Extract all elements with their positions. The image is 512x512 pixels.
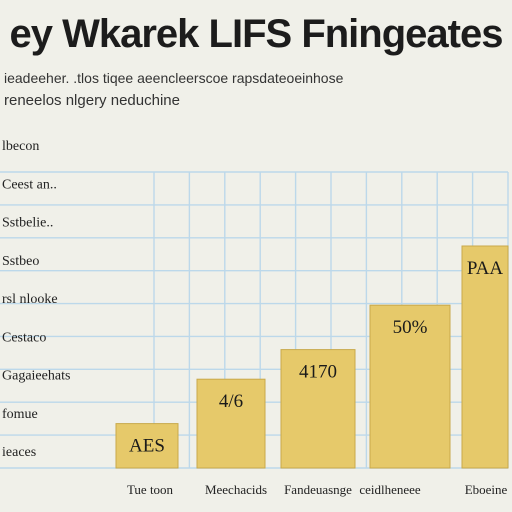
y-tick-label: rsl nlooke bbox=[2, 292, 58, 307]
data-label: PAA bbox=[467, 258, 504, 279]
data-label: AES bbox=[129, 436, 165, 457]
y-tick-label: Cestaco bbox=[2, 330, 46, 345]
x-tick-label: Meechacids bbox=[205, 482, 267, 497]
bar bbox=[115, 423, 179, 469]
bar bbox=[369, 304, 451, 469]
bar bbox=[461, 245, 509, 469]
subtitle-line-1: ieadeeher. .tlos tiqee aeencleerscoe rap… bbox=[4, 70, 344, 86]
data-label: 50% bbox=[393, 317, 428, 338]
x-tick-label: ceidlheneee bbox=[359, 482, 421, 497]
y-tick-label: Sstbelie.. bbox=[2, 216, 53, 231]
x-tick-label: Fandeuasnge bbox=[284, 482, 352, 497]
y-tick-label: Sstbeo bbox=[2, 254, 39, 269]
chart-title: ey Wkarek LIFS Fningeates bbox=[9, 12, 504, 56]
x-tick-label: Tue toon bbox=[127, 482, 174, 497]
bar bbox=[280, 349, 356, 469]
subtitle-line-2: reneelos nlgery neduchine bbox=[4, 92, 180, 109]
y-tick-label: fomue bbox=[2, 407, 38, 422]
x-tick-label: Eboeine bbox=[465, 482, 508, 497]
y-tick-label: Ceest an.. bbox=[2, 177, 57, 192]
y-tick-label: Gagaieehats bbox=[2, 369, 70, 384]
data-label: 4/6 bbox=[219, 391, 243, 412]
data-label: 4170 bbox=[299, 362, 337, 383]
bar bbox=[196, 378, 266, 469]
y-tick-label: ieaces bbox=[2, 445, 36, 460]
y-tick-label: lbecon bbox=[2, 139, 39, 154]
